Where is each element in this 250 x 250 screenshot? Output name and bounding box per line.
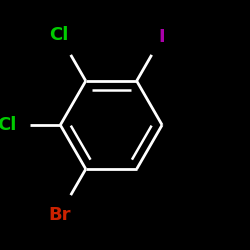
Text: Cl: Cl [0, 116, 17, 134]
Text: Cl: Cl [50, 26, 69, 44]
Text: Br: Br [48, 206, 70, 224]
Text: I: I [159, 28, 166, 46]
